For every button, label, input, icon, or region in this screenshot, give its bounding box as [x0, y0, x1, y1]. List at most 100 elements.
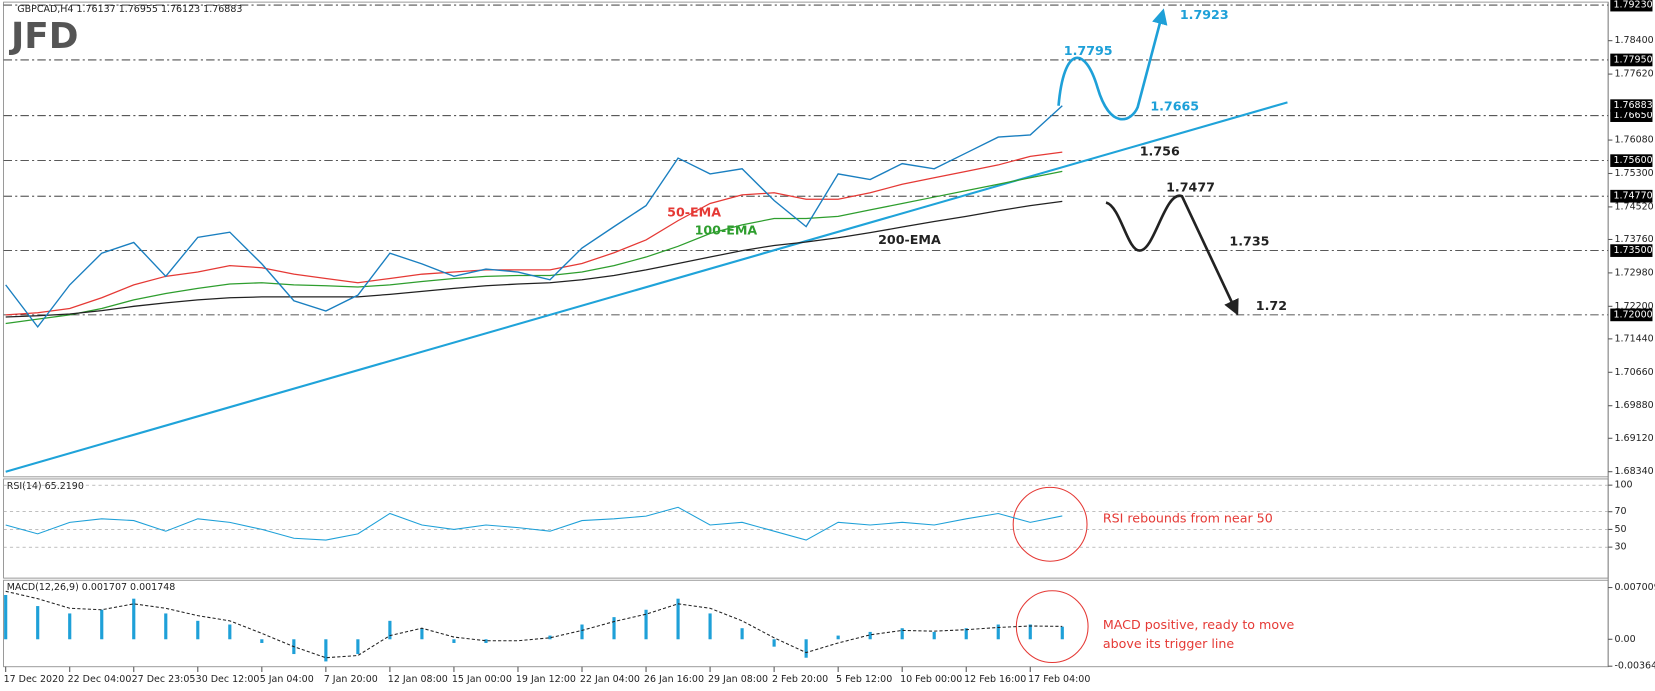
x-tick-label: 19 Jan 12:00 — [516, 674, 576, 685]
y-tick-label: 1.78400 — [1615, 35, 1654, 46]
level-label: 1.7665 — [1150, 99, 1199, 114]
macd-bar — [932, 631, 936, 640]
macd-bar — [580, 624, 584, 640]
y-tick-label: 30 — [1615, 542, 1627, 553]
rsi-header: RSI(14) 65.2190 — [7, 481, 84, 492]
x-tick-label: 27 Dec 23:05 — [132, 674, 196, 685]
ema-line — [5, 151, 1063, 316]
rsi-line — [5, 506, 1063, 541]
macd-bar — [452, 639, 456, 643]
macd-bar — [36, 606, 40, 640]
signal-line — [5, 590, 1063, 659]
y-tick-label: -0.003648 — [1615, 661, 1655, 672]
x-tick-label: 7 Jan 20:00 — [324, 674, 378, 685]
macd-bar — [100, 609, 104, 640]
macd-bar — [964, 628, 968, 640]
macd-bar — [868, 631, 872, 640]
price-panel — [3, 1, 1609, 478]
logo: JFD — [8, 16, 79, 57]
level-axis-box — [1610, 154, 1653, 167]
bullish-projection — [1057, 8, 1168, 121]
y-tick-label: 1.75300 — [1615, 168, 1654, 179]
macd-bar — [484, 639, 488, 643]
rsi-highlight — [1012, 486, 1088, 562]
y-tick-label: 1.70660 — [1615, 367, 1654, 378]
level-axis-box — [1610, 244, 1653, 257]
level-axis-box — [1610, 0, 1653, 12]
macd-header: MACD(12,26,9) 0.001707 0.001748 — [7, 582, 176, 593]
y-tick-label: 1.72980 — [1615, 267, 1654, 278]
x-tick-label: 5 Jan 04:00 — [260, 674, 314, 685]
x-tick-label: 30 Dec 12:00 — [196, 674, 260, 685]
price-header: GBPCAD,H4 1.76137 1.76955 1.76123 1.7688… — [17, 4, 242, 15]
y-tick-label: 100 — [1615, 480, 1633, 491]
y-tick-label: 50 — [1615, 524, 1627, 535]
macd-bar — [324, 639, 328, 662]
macd-annotation: above its trigger line — [1103, 636, 1235, 651]
macd-bar — [4, 594, 8, 640]
macd-bar — [132, 598, 136, 640]
ema-label: 50-EMA — [667, 205, 721, 220]
macd-bar — [772, 639, 776, 647]
macd-bar — [836, 635, 840, 640]
y-tick-label: 70 — [1615, 506, 1627, 517]
ema-line — [5, 200, 1063, 318]
macd-bar — [644, 609, 648, 640]
y-tick-label: 0.00 — [1615, 634, 1636, 645]
macd-bar — [708, 613, 712, 640]
ema-line — [5, 170, 1063, 325]
ema-label: 100-EMA — [695, 223, 758, 238]
x-tick-label: 12 Jan 08:00 — [388, 674, 448, 685]
macd-bar — [548, 635, 552, 640]
y-tick-label: 1.69120 — [1615, 433, 1654, 444]
macd-bar — [740, 628, 744, 640]
macd-annotation: MACD positive, ready to move — [1103, 617, 1295, 632]
x-tick-label: 29 Jan 08:00 — [708, 674, 768, 685]
x-tick-label: 22 Jan 04:00 — [580, 674, 640, 685]
y-tick-label: 1.71440 — [1615, 333, 1654, 344]
level-label: 1.7477 — [1166, 179, 1215, 194]
macd-bar — [1028, 624, 1032, 640]
macd-bar — [196, 620, 200, 640]
x-tick-label: 22 Dec 04:00 — [68, 674, 132, 685]
current-price-label: 1.76883 — [1613, 100, 1652, 111]
level-axis-box — [1610, 189, 1653, 203]
y-tick-label: 1.72200 — [1615, 301, 1654, 312]
macd-bar — [996, 624, 1000, 640]
rsi-annotation: RSI rebounds from near 50 — [1103, 511, 1273, 526]
ema-label: 200-EMA — [878, 232, 941, 247]
macd-bar — [420, 628, 424, 640]
macd-bar — [612, 617, 616, 640]
level-label: 1.756 — [1140, 144, 1180, 159]
y-tick-label: 1.77620 — [1615, 69, 1654, 80]
macd-bar — [228, 624, 232, 640]
y-tick-label: 1.68340 — [1615, 466, 1654, 477]
level-axis-label: 1.77950 — [1613, 54, 1652, 65]
level-axis-label: 1.72000 — [1613, 309, 1652, 320]
level-label: 1.72 — [1256, 298, 1287, 313]
level-axis-label: 1.79230 — [1613, 0, 1652, 11]
y-tick-label: 1.76080 — [1615, 135, 1654, 146]
level-axis-label: 1.74770 — [1613, 191, 1652, 202]
x-tick-label: 26 Jan 16:00 — [644, 674, 704, 685]
macd-bar — [164, 613, 168, 640]
y-tick-label: 1.74520 — [1615, 201, 1654, 212]
y-tick-label: 0.007009 — [1615, 582, 1655, 593]
macd-bar — [388, 620, 392, 640]
level-axis-box — [1610, 308, 1653, 322]
x-tick-label: 17 Dec 2020 — [4, 674, 65, 685]
level-label: 1.7795 — [1064, 43, 1113, 58]
macd-bar — [260, 639, 264, 643]
y-tick-label: 1.73760 — [1615, 234, 1654, 245]
macd-bar — [68, 613, 72, 640]
level-axis-label: 1.73500 — [1613, 245, 1652, 256]
y-tick-label: 1.69880 — [1615, 400, 1654, 411]
level-axis-box — [1610, 53, 1653, 67]
x-tick-label: 17 Feb 04:00 — [1028, 674, 1090, 685]
level-label: 1.7923 — [1180, 7, 1229, 22]
x-tick-label: 5 Feb 12:00 — [836, 674, 892, 685]
macd-bar — [676, 598, 680, 640]
macd-highlight — [1015, 590, 1089, 664]
x-tick-label: 12 Feb 16:00 — [964, 674, 1026, 685]
macd-bar — [356, 639, 360, 655]
